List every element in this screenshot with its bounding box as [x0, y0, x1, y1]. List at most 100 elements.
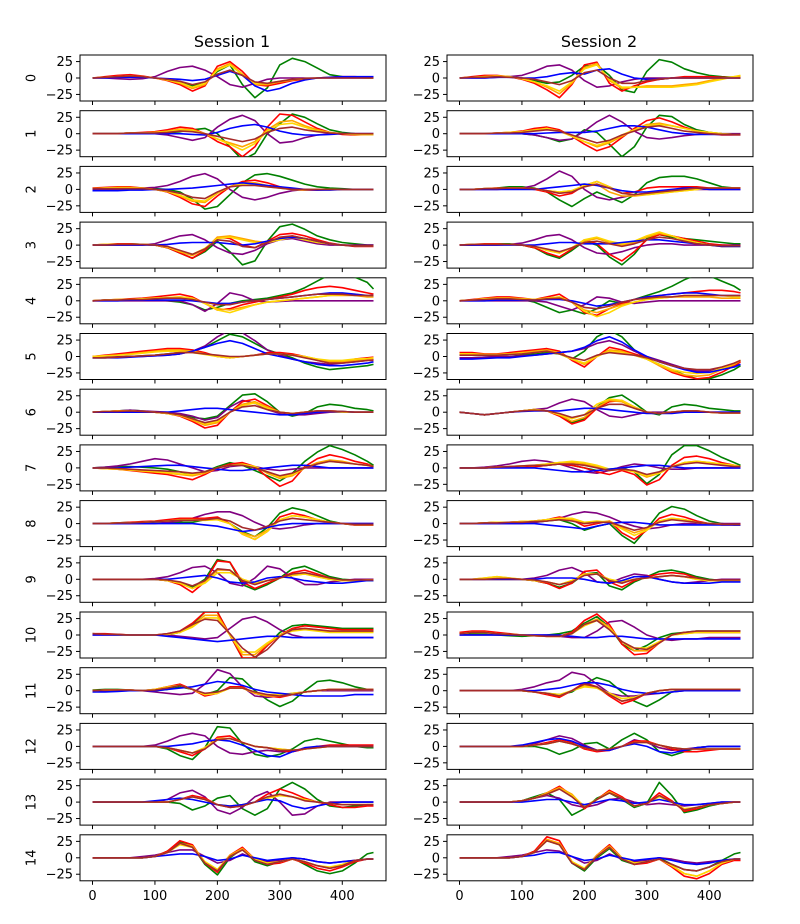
- y-tick-label: −25: [46, 88, 73, 103]
- y-tick-label: 25: [56, 835, 73, 850]
- x-tick-label: 300: [634, 889, 659, 904]
- y-tick-label: 0: [65, 573, 73, 588]
- y-tick-label: −25: [46, 311, 73, 326]
- row-label-7: 7: [25, 464, 40, 472]
- y-tick-label: 25: [56, 668, 73, 683]
- panel-title-session-2: Session 2: [561, 32, 637, 51]
- series-group: [92, 172, 374, 210]
- y-tick-label: 0: [65, 406, 73, 421]
- series-line-brown: [92, 842, 374, 872]
- y-tick-label: −25: [413, 144, 440, 159]
- y-tick-label: −25: [413, 422, 440, 437]
- series-group: [459, 114, 741, 157]
- subplot-s2-row-14: 250−250 100 200 300 400: [413, 834, 754, 904]
- y-tick-label: 0: [65, 517, 73, 532]
- subplot-s2-row-8: 250 −25: [413, 500, 754, 551]
- series-group: [92, 277, 375, 314]
- y-tick-label: 0: [65, 629, 73, 644]
- y-tick-label: 0: [432, 350, 440, 365]
- y-tick-label: −25: [413, 756, 440, 771]
- subplot-s1-row-1: 250 −25 1: [25, 110, 387, 161]
- subplot-s1-row-8: 250 −25 8: [25, 500, 387, 551]
- series-group: [459, 613, 741, 656]
- series-group: [459, 781, 741, 816]
- y-tick-label: −25: [413, 868, 440, 883]
- subplot-s1-row-6: 25 0−25 6: [25, 388, 387, 440]
- series-group: [459, 444, 741, 486]
- series-group: [459, 505, 741, 545]
- y-tick-label: −25: [413, 88, 440, 103]
- series-group: [92, 444, 374, 488]
- series-group: [459, 333, 741, 380]
- x-tick-label: 100: [510, 889, 535, 904]
- series-line-brown: [92, 404, 374, 424]
- y-tick-label: −25: [46, 199, 73, 214]
- x-tick-label: 300: [267, 889, 292, 904]
- subplot-s1-row-4: 250 −25 4: [25, 277, 387, 328]
- y-tick-label: −25: [413, 199, 440, 214]
- series-line-brown: [459, 403, 741, 419]
- y-tick-label: −25: [46, 255, 73, 270]
- subplot-s2-row-11: 250 −25: [413, 667, 754, 718]
- y-tick-label: 25: [423, 55, 440, 70]
- series-group: [92, 333, 374, 371]
- panel-title-session-1: Session 1: [194, 32, 270, 51]
- y-tick-label: 0: [65, 350, 73, 365]
- y-tick-label: 25: [423, 445, 440, 460]
- y-tick-label: −25: [413, 255, 440, 270]
- y-tick-label: −25: [413, 366, 440, 381]
- x-tick-label: 0: [88, 889, 96, 904]
- x-tick-label: 400: [697, 889, 722, 904]
- y-tick-label: 25: [423, 278, 440, 293]
- y-tick-label: 25: [56, 222, 73, 237]
- series-group: [92, 781, 374, 816]
- series-group: [459, 566, 741, 591]
- y-tick-label: −25: [46, 701, 73, 716]
- series-group: [92, 393, 374, 429]
- series-line-brown: [92, 517, 374, 531]
- y-tick-label: −25: [46, 756, 73, 771]
- series-line-red: [459, 289, 741, 317]
- subplot-s1-row-9: 25 0−25 9: [25, 555, 387, 607]
- y-tick-label: 25: [56, 111, 73, 126]
- y-tick-label: 25: [56, 166, 73, 181]
- y-tick-label: −25: [413, 589, 440, 604]
- subplot-s2-row-4: 250 −25: [413, 277, 754, 328]
- y-tick-label: −25: [413, 812, 440, 827]
- y-tick-label: 0: [65, 239, 73, 254]
- series-line-brown: [459, 69, 741, 86]
- row-label-11: 11: [25, 682, 40, 699]
- series-group: [92, 507, 374, 541]
- y-tick-label: 25: [423, 668, 440, 683]
- row-label-6: 6: [25, 408, 40, 416]
- y-tick-label: 0: [432, 573, 440, 588]
- y-tick-label: 0: [65, 684, 73, 699]
- y-tick-label: 0: [65, 127, 73, 142]
- y-tick-label: −25: [413, 478, 440, 493]
- subplot-s1-row-11: 250 −25 11: [25, 667, 387, 718]
- subplot-s1-row-10: 25 0−25 10: [25, 611, 387, 662]
- subplot-s2-row-0: 25 0−25: [413, 54, 754, 105]
- y-tick-label: 0: [65, 294, 73, 309]
- series-group: [459, 394, 741, 425]
- series-line-blue: [459, 336, 741, 374]
- series-line-brown: [459, 839, 741, 872]
- y-tick-label: −25: [46, 868, 73, 883]
- y-tick-label: −25: [46, 366, 73, 381]
- y-tick-label: 25: [423, 111, 440, 126]
- subplot-s2-row-5: 250−25: [413, 333, 754, 384]
- y-tick-label: 25: [423, 222, 440, 237]
- series-line-brown: [92, 568, 374, 587]
- series-line-brown: [459, 788, 741, 811]
- row-label-9: 9: [25, 575, 40, 583]
- y-tick-label: −25: [46, 422, 73, 437]
- y-tick-label: 0: [65, 796, 73, 811]
- series-line-brown: [459, 350, 741, 371]
- subplot-s1-row-0: 250−250: [25, 54, 387, 105]
- subplot-s1-row-7: 250 −25 7: [25, 444, 387, 495]
- y-tick-label: 25: [56, 779, 73, 794]
- series-group: [92, 558, 374, 594]
- subplot-s2-row-1: 250 −25: [413, 110, 754, 161]
- x-tick-label: 200: [572, 889, 597, 904]
